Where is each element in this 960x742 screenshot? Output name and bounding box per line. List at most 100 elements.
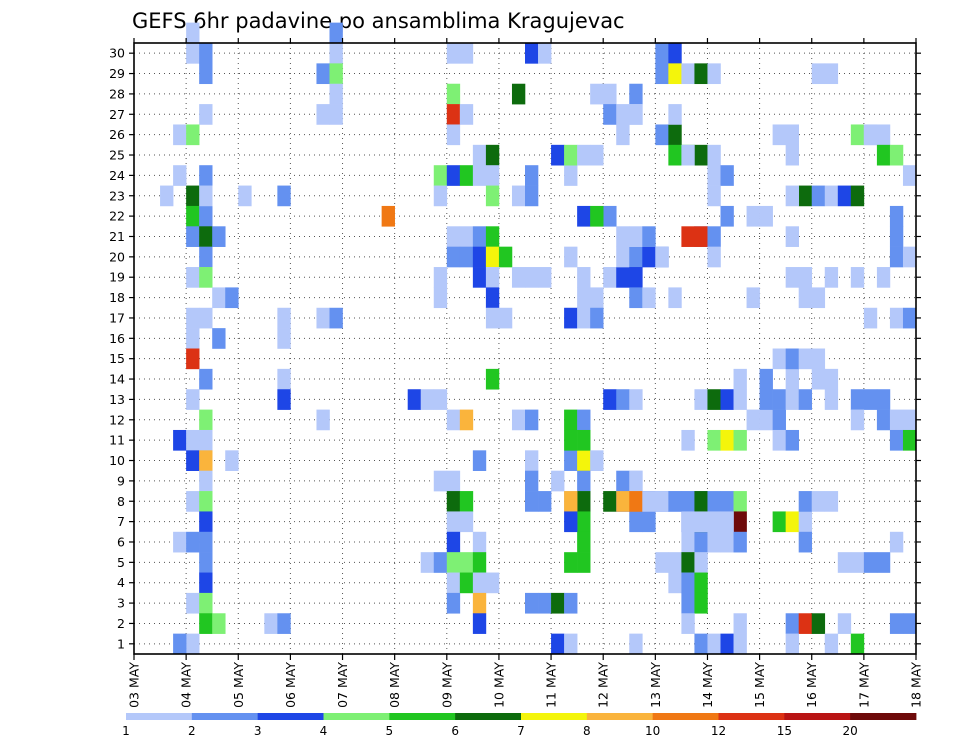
heatmap-cell [316,409,330,431]
heatmap-cell [720,165,734,186]
heatmap-cell [472,592,487,614]
heatmap-cell [798,389,813,410]
heatmap-cell [329,43,343,64]
heatmap-cell [759,409,773,431]
heatmap-cell [889,429,904,451]
heatmap-cell [655,552,669,573]
heatmap-cell [186,185,200,207]
heatmap-cell [694,63,708,85]
y-tick-label: 16 [109,331,125,346]
heatmap-cell [577,511,591,533]
heatmap-cell [902,429,917,451]
heatmap-cell [889,613,904,634]
heatmap-cell [811,491,826,512]
heatmap-cell [485,144,500,166]
heatmap-cell [707,511,721,533]
heatmap-cell [616,389,630,410]
y-tick-label: 23 [109,188,125,203]
y-tick-label: 20 [109,249,125,264]
heatmap-cell [329,307,343,329]
heatmap-cell [590,83,604,105]
x-tick-label: 11 MAY [544,662,559,708]
heatmap-cell [485,185,500,207]
heatmap-cell [186,348,200,370]
heatmap-cell [798,287,813,309]
heatmap-cell [746,287,760,309]
x-tick-label: 18 MAY [909,662,924,708]
heatmap-cell [577,409,591,431]
heatmap-cell [433,470,448,492]
heatmap-cell [590,205,604,227]
heatmap-cell [785,429,799,451]
heatmap-cell [772,348,786,370]
heatmap-cell [616,267,630,288]
heatmap-cell [199,491,213,512]
heatmap-cell [551,633,565,655]
heatmap-cell [707,185,721,207]
heatmap-cell [642,491,656,512]
heatmap-cell [199,307,213,329]
heatmap-cell [707,531,721,553]
heatmap-cell [264,613,278,634]
heatmap-cell [446,226,461,247]
heatmap-cell [772,409,786,431]
heatmap-cell [564,409,578,431]
heatmap-cell [616,246,630,268]
heatmap-cell [446,165,461,186]
heatmap-cell [564,246,578,268]
heatmap-cell [707,144,721,166]
heatmap-cell [629,267,643,288]
heatmap-cell [564,633,578,655]
heatmap-cell [186,429,200,451]
heatmap-cell [199,613,213,634]
heatmap-cell [733,491,747,512]
heatmap-cell [837,552,852,573]
heatmap-cell [577,287,591,309]
heatmap-cell [577,205,591,227]
heatmap-cell [433,165,448,186]
heatmap-cell [511,409,526,431]
heatmap-cell [577,470,591,492]
heatmap-cell [277,389,291,410]
heatmap-cell [759,205,773,227]
heatmap-cell [173,124,187,146]
heatmap-cell [798,185,813,207]
heatmap-cells [160,22,917,655]
heatmap-cell [538,267,552,288]
heatmap-cell [694,572,708,594]
heatmap-cell [160,185,174,207]
y-tick-label: 28 [109,86,125,101]
heatmap-cell [733,613,747,634]
y-tick-label: 30 [109,46,125,61]
heatmap-cell [707,491,721,512]
x-tick-label: 04 MAY [179,662,194,708]
heatmap-cell [485,368,500,390]
heatmap-cell [759,368,773,390]
heatmap-cell [850,389,865,410]
heatmap-cell [681,491,695,512]
heatmap-cell [446,246,461,268]
heatmap-cell [590,307,604,329]
heatmap-cell [199,63,213,85]
heatmap-cell [472,226,487,247]
colorbar-label: 7 [517,724,525,738]
x-tick-label: 16 MAY [804,662,819,708]
heatmap-cell [433,185,448,207]
heatmap-cell [655,246,669,268]
heatmap-cell [420,389,435,410]
colorbar-label: 2 [188,724,196,738]
heatmap-cell [459,409,474,431]
heatmap-cell [668,63,682,85]
y-tick-label: 29 [109,66,125,81]
plot-frame [133,42,917,655]
heatmap-cell [199,104,213,125]
heatmap-cell [446,43,461,64]
heatmap-cell [863,307,878,329]
heatmap-cell [199,511,213,533]
y-tick-label: 6 [117,534,125,549]
heatmap-cell [498,246,513,268]
heatmap-cell [199,267,213,288]
colorbar-label: 8 [583,724,591,738]
colorbar-swatch [257,713,324,720]
heatmap-cell [212,226,226,247]
